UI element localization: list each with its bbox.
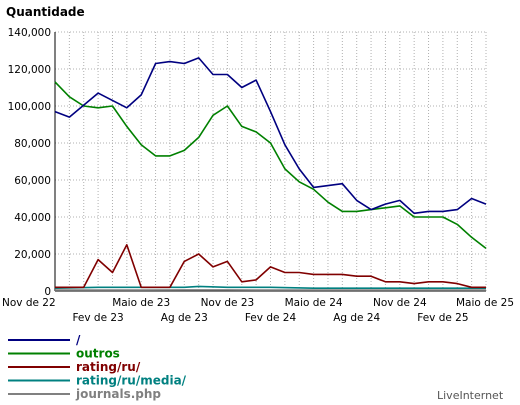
legend-label: journals.php <box>75 387 161 401</box>
x-tick-label: Nov de 24 <box>373 297 427 309</box>
x-tick-label: Ag de 24 <box>333 312 380 324</box>
legend-label: / <box>76 333 81 347</box>
y-tick-label: 40,000 <box>14 212 51 224</box>
y-tick-label: 20,000 <box>14 249 51 261</box>
grid <box>54 31 487 292</box>
x-tick-label: Fev de 23 <box>72 312 123 324</box>
y-tick-label: 100,000 <box>8 101 51 113</box>
y-tick-label: 60,000 <box>14 175 51 187</box>
series-line- <box>54 57 487 215</box>
y-tick-label: 120,000 <box>8 64 51 76</box>
watermark-logo: LiveInternet <box>437 389 504 402</box>
y-axis: 0 20,000 40,000 60,000 80,000 100,000 120,000 1… <box>8 27 51 298</box>
x-axis: Nov de 22 Maio de 23 Nov de 23 Maio de 24 No… <box>2 297 514 324</box>
legend: /outrosrating/ru/rating/ru/media/journal… <box>8 333 187 401</box>
legend-label: rating/ru/media/ <box>76 374 187 388</box>
y-tick-label: 140,000 <box>8 27 51 39</box>
series-line-rating-ru-media <box>54 285 486 290</box>
x-tick-label: Fev de 25 <box>417 312 468 324</box>
series-lines <box>54 57 487 291</box>
x-tick-label: Maio de 25 <box>456 297 514 309</box>
x-tick-label: Fev de 24 <box>245 312 297 324</box>
x-tick-label: Maio de 23 <box>112 297 170 309</box>
x-tick-label: Nov de 23 <box>201 297 255 309</box>
y-axis-title: Quantidade <box>6 5 85 19</box>
x-tick-label: Ag de 23 <box>161 312 208 324</box>
x-tick-label: Maio de 24 <box>285 297 343 309</box>
x-tick-label: Nov de 22 <box>2 297 56 309</box>
y-tick-label: 80,000 <box>14 138 51 150</box>
legend-label: rating/ru/ <box>76 360 141 374</box>
series-line-rating-ru <box>55 244 486 289</box>
legend-label: outros <box>76 347 120 361</box>
series-line-outros <box>54 81 487 250</box>
y-tick-label: 0 <box>44 286 51 298</box>
